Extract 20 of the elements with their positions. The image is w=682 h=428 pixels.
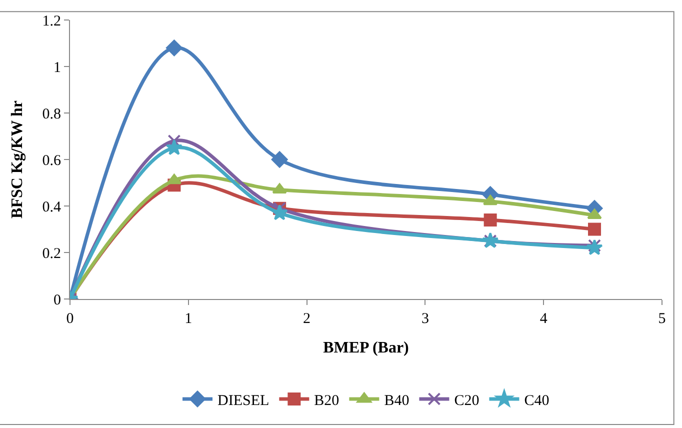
x-tick-label: 1 (184, 311, 192, 327)
y-tick-label: 1 (54, 60, 61, 76)
y-tick-label: 0.2 (42, 246, 61, 262)
y-tick-label: 0.8 (42, 106, 61, 122)
x-tick-label: 4 (540, 311, 548, 327)
x-tick-label: 3 (421, 311, 429, 327)
legend-label: B20 (314, 392, 340, 409)
y-tick-label: 0.6 (42, 152, 62, 169)
x-tick-label: 0 (66, 311, 74, 327)
y-tick-label: 0 (54, 292, 61, 308)
legend-label: B40 (384, 392, 410, 409)
legend-label: C40 (524, 392, 550, 409)
x-tick-label: 2 (303, 311, 311, 327)
legend-label: DIESEL (218, 392, 270, 409)
legend-label: C20 (454, 392, 480, 409)
x-tick-label: 5 (658, 311, 666, 327)
y-tick-label: 1.2 (42, 13, 61, 30)
y-axis-title: BFSC Kg/KW hr (9, 100, 26, 218)
y-tick-label: 0.4 (42, 199, 62, 216)
x-axis-title: BMEP (Bar) (323, 340, 409, 357)
